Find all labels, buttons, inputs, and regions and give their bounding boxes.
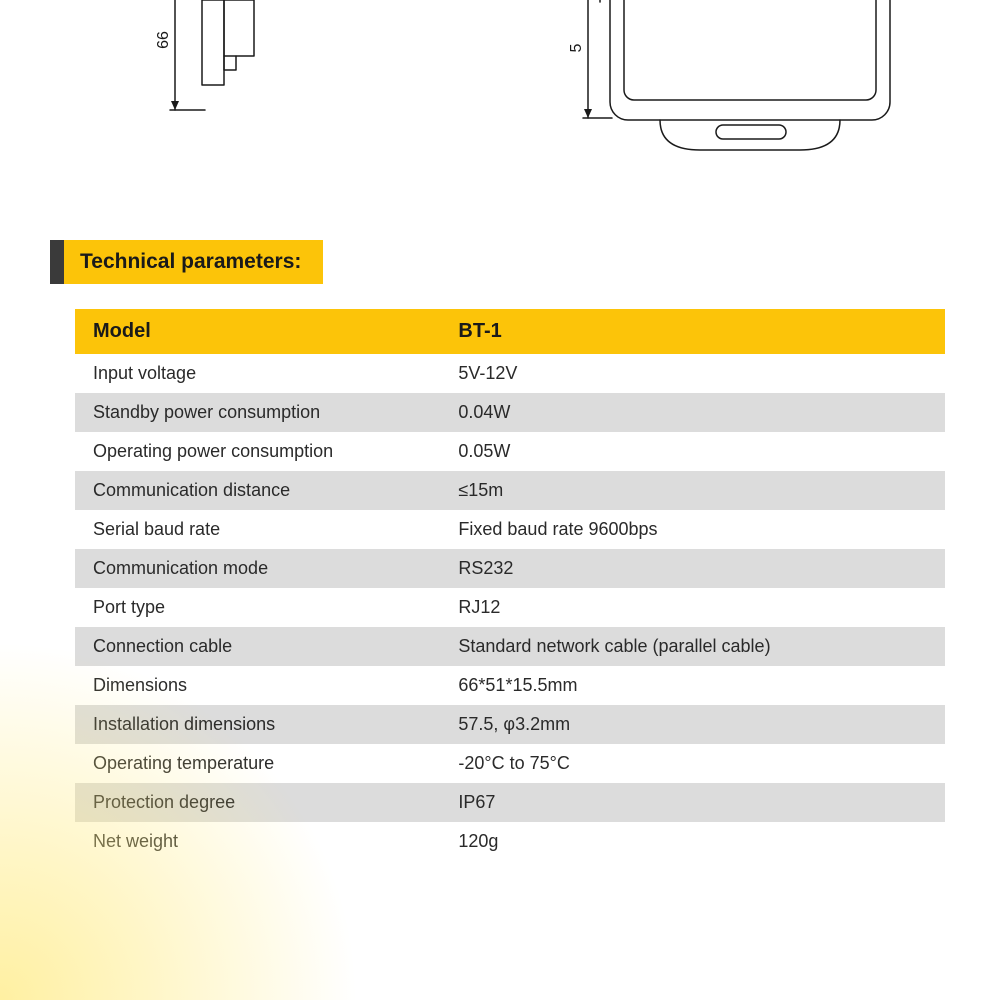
table-header-row: Model BT-1: [75, 309, 945, 354]
param-value: 120g: [440, 822, 945, 861]
param-label: Protection degree: [75, 783, 440, 822]
param-value: 0.05W: [440, 432, 945, 471]
param-label: Installation dimensions: [75, 705, 440, 744]
table-header-label: Model: [75, 309, 440, 354]
param-value: 0.04W: [440, 393, 945, 432]
param-label: Serial baud rate: [75, 510, 440, 549]
table-row: Protection degreeIP67: [75, 783, 945, 822]
param-value: ≤15m: [440, 471, 945, 510]
section-title: Technical parameters:: [50, 240, 323, 284]
table-row: Dimensions66*51*15.5mm: [75, 666, 945, 705]
technical-parameters-table: Model BT-1 Input voltage5V-12VStandby po…: [75, 309, 945, 861]
table-row: Communication distance≤15m: [75, 471, 945, 510]
param-value: 66*51*15.5mm: [440, 666, 945, 705]
param-label: Dimensions: [75, 666, 440, 705]
table-row: Installation dimensions57.5, φ3.2mm: [75, 705, 945, 744]
param-value: IP67: [440, 783, 945, 822]
table-row: Port typeRJ12: [75, 588, 945, 627]
param-value: Fixed baud rate 9600bps: [440, 510, 945, 549]
dim-66: 66: [155, 31, 172, 49]
table-row: Connection cableStandard network cable (…: [75, 627, 945, 666]
section-header-wrap: Technical parameters:: [50, 240, 1000, 284]
table-row: Input voltage5V-12V: [75, 354, 945, 393]
param-label: Standby power consumption: [75, 393, 440, 432]
param-label: Connection cable: [75, 627, 440, 666]
table-header-value: BT-1: [440, 309, 945, 354]
dim-5: 5: [568, 43, 585, 52]
table-row: Communication modeRS232: [75, 549, 945, 588]
table-row: Operating temperature-20°C to 75°C: [75, 744, 945, 783]
param-label: Communication mode: [75, 549, 440, 588]
param-value: 5V-12V: [440, 354, 945, 393]
param-label: Input voltage: [75, 354, 440, 393]
table-row: Serial baud rateFixed baud rate 9600bps: [75, 510, 945, 549]
param-value: 57.5, φ3.2mm: [440, 705, 945, 744]
table-row: Operating power consumption0.05W: [75, 432, 945, 471]
param-label: Net weight: [75, 822, 440, 861]
table-row: Standby power consumption0.04W: [75, 393, 945, 432]
param-value: -20°C to 75°C: [440, 744, 945, 783]
param-value: RS232: [440, 549, 945, 588]
param-label: Operating power consumption: [75, 432, 440, 471]
table-row: Net weight120g: [75, 822, 945, 861]
param-label: Communication distance: [75, 471, 440, 510]
param-label: Operating temperature: [75, 744, 440, 783]
technical-drawing: 66 5 7: [0, 0, 1000, 200]
param-label: Port type: [75, 588, 440, 627]
param-value: RJ12: [440, 588, 945, 627]
param-value: Standard network cable (parallel cable): [440, 627, 945, 666]
